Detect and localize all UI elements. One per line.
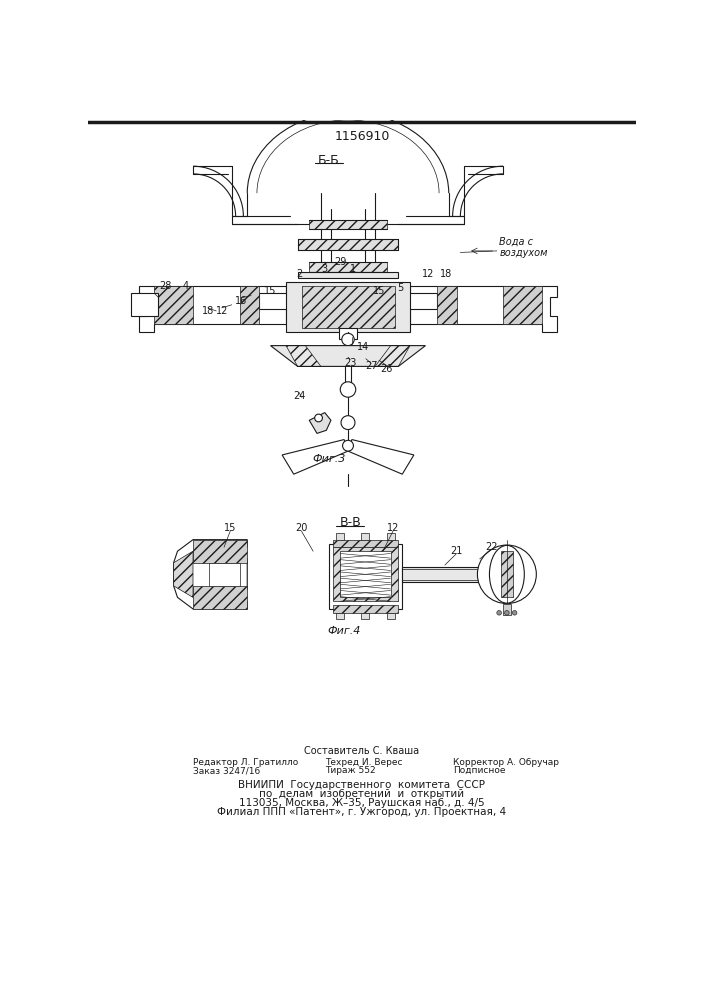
- Text: 12: 12: [387, 523, 399, 533]
- Text: 1: 1: [351, 264, 356, 274]
- Text: 12: 12: [216, 306, 228, 316]
- Circle shape: [497, 610, 501, 615]
- Circle shape: [340, 382, 356, 397]
- Text: 12: 12: [421, 269, 434, 279]
- Text: 28: 28: [160, 281, 172, 291]
- Polygon shape: [437, 286, 457, 324]
- Ellipse shape: [489, 545, 525, 603]
- Text: Фиг.4: Фиг.4: [327, 626, 361, 636]
- Circle shape: [477, 545, 537, 604]
- Text: Заказ 3247/16: Заказ 3247/16: [193, 766, 260, 775]
- Text: 24: 24: [293, 391, 305, 401]
- Text: 4: 4: [182, 281, 188, 291]
- Text: Тираж 552: Тираж 552: [325, 766, 375, 775]
- Bar: [332, 540, 398, 547]
- Bar: [131, 293, 158, 316]
- Polygon shape: [309, 413, 331, 433]
- Text: 15: 15: [264, 286, 276, 296]
- Bar: [340, 551, 391, 597]
- Bar: [332, 605, 398, 613]
- Bar: [301, 286, 395, 328]
- Text: Техред И. Верес: Техред И. Верес: [325, 758, 402, 767]
- Polygon shape: [139, 286, 286, 332]
- Bar: [361, 533, 369, 540]
- Circle shape: [341, 416, 355, 430]
- Polygon shape: [174, 540, 247, 609]
- Polygon shape: [282, 440, 348, 474]
- Text: Вода с
воздухом: Вода с воздухом: [499, 236, 548, 258]
- Bar: [329, 544, 402, 609]
- Text: 14: 14: [356, 342, 369, 352]
- Polygon shape: [193, 586, 247, 609]
- Text: 15: 15: [224, 523, 236, 533]
- Text: Б-Б: Б-Б: [317, 154, 339, 167]
- Bar: [337, 533, 344, 540]
- Polygon shape: [209, 563, 240, 586]
- Polygon shape: [174, 551, 193, 597]
- Text: 5: 5: [397, 283, 404, 293]
- Text: по  делам  изобретений  и  открытий: по делам изобретений и открытий: [259, 789, 464, 799]
- Text: Фиг.3: Фиг.3: [312, 454, 345, 464]
- Text: 20: 20: [296, 523, 308, 533]
- Text: 21: 21: [450, 546, 462, 556]
- Bar: [387, 533, 395, 540]
- Circle shape: [343, 440, 354, 451]
- Bar: [309, 220, 387, 229]
- Bar: [309, 262, 387, 272]
- Text: 27: 27: [365, 361, 378, 371]
- Bar: [501, 551, 513, 597]
- Bar: [286, 282, 410, 332]
- Text: Подписное: Подписное: [452, 766, 505, 775]
- Circle shape: [505, 610, 509, 615]
- Text: 18: 18: [201, 306, 214, 316]
- Text: 113035, Москва, Ж–35, Раушская наб., д. 4/5: 113035, Москва, Ж–35, Раушская наб., д. …: [239, 798, 485, 808]
- Text: Филиал ППП «Патент», г. Ужгород, ул. Проектная, 4: Филиал ППП «Патент», г. Ужгород, ул. Про…: [217, 807, 506, 817]
- Bar: [339, 328, 357, 339]
- Text: 3: 3: [322, 264, 328, 274]
- Bar: [387, 613, 395, 619]
- Bar: [298, 272, 398, 278]
- Polygon shape: [271, 346, 426, 366]
- Text: Корректор А. Обручар: Корректор А. Обручар: [452, 758, 559, 767]
- Text: Редактор Л. Гратилло: Редактор Л. Гратилло: [193, 758, 298, 767]
- Polygon shape: [348, 440, 414, 474]
- Polygon shape: [503, 286, 542, 324]
- Bar: [337, 613, 344, 619]
- Text: ВНИИПИ  Государственного  комитета  СССР: ВНИИПИ Государственного комитета СССР: [238, 780, 486, 790]
- Polygon shape: [154, 286, 193, 324]
- Text: 29: 29: [334, 257, 346, 267]
- Text: 15: 15: [373, 286, 385, 296]
- Text: 26: 26: [380, 364, 393, 374]
- Circle shape: [341, 333, 354, 346]
- Bar: [332, 547, 398, 601]
- Text: Составитель С. Кваша: Составитель С. Кваша: [305, 746, 419, 756]
- Text: 23: 23: [344, 358, 356, 368]
- Circle shape: [315, 414, 322, 422]
- Polygon shape: [240, 286, 259, 324]
- Text: 1156910: 1156910: [334, 130, 390, 143]
- Bar: [402, 567, 495, 582]
- Text: 22: 22: [485, 542, 498, 552]
- Text: 18: 18: [440, 269, 452, 279]
- Text: В-В: В-В: [339, 516, 361, 529]
- Bar: [503, 604, 510, 615]
- Circle shape: [513, 610, 517, 615]
- Bar: [361, 613, 369, 619]
- Bar: [298, 239, 398, 250]
- Polygon shape: [410, 286, 557, 332]
- Polygon shape: [193, 540, 247, 563]
- Text: 2: 2: [296, 269, 303, 279]
- Text: 16: 16: [235, 296, 247, 306]
